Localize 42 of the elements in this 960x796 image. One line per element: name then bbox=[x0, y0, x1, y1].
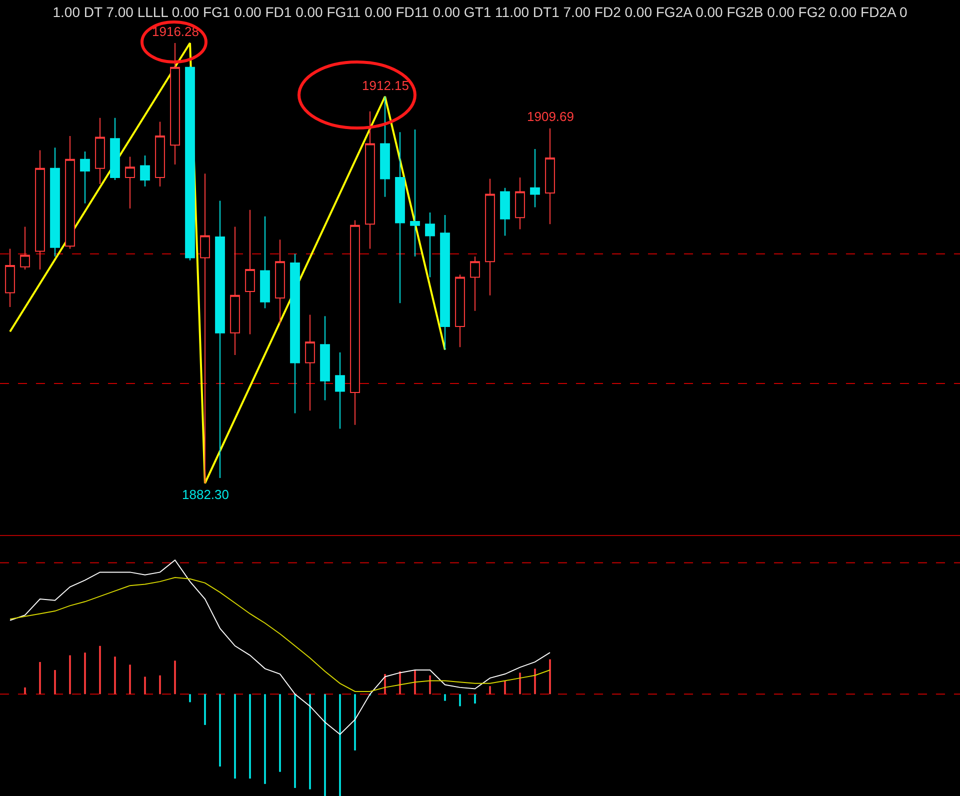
candlestick bbox=[125, 156, 135, 210]
candlestick bbox=[65, 136, 75, 250]
candlestick bbox=[530, 148, 540, 208]
candlestick bbox=[50, 147, 60, 257]
candlestick bbox=[335, 352, 345, 430]
candlestick bbox=[350, 220, 360, 426]
candlestick bbox=[140, 154, 150, 188]
candlestick bbox=[320, 316, 330, 401]
candlestick bbox=[500, 187, 510, 236]
candlestick bbox=[230, 226, 240, 356]
candlestick bbox=[95, 117, 105, 184]
candlestick bbox=[290, 253, 300, 414]
candlestick bbox=[245, 209, 255, 335]
candlestick bbox=[185, 66, 195, 261]
annotation: 1916.28 bbox=[152, 24, 199, 39]
candlestick bbox=[365, 110, 375, 250]
candlestick bbox=[35, 150, 45, 270]
chart-title: 1.00 DT 7.00 LLLL 0.00 FG1 0.00 FD1 0.00 FG11 0.00 FD11 0.00 GT1 11.00 DT1 7.00 FD2 0.00 FG2A 0.00 FG2B 0.00 FG2 0.00 FD2A 0 bbox=[52, 4, 908, 20]
candlestick bbox=[485, 178, 495, 296]
candlestick bbox=[20, 226, 30, 270]
candlestick bbox=[440, 214, 450, 350]
annotation: 1912.15 bbox=[362, 78, 409, 93]
candlestick bbox=[260, 216, 270, 309]
candlestick bbox=[395, 132, 405, 304]
candlestick bbox=[170, 42, 180, 166]
annotation: 1909.69 bbox=[527, 109, 574, 124]
candlestick bbox=[215, 200, 225, 478]
candlestick bbox=[425, 212, 435, 278]
candlestick bbox=[80, 151, 90, 204]
candlestick bbox=[410, 129, 420, 257]
candlestick bbox=[155, 121, 165, 188]
candlestick bbox=[515, 176, 525, 230]
candlestick bbox=[455, 274, 465, 348]
candlestick bbox=[545, 128, 555, 225]
candlestick bbox=[110, 117, 120, 181]
candlestick bbox=[275, 239, 285, 324]
candlestick bbox=[200, 173, 210, 484]
candlestick bbox=[470, 256, 480, 312]
candlestick bbox=[5, 248, 15, 308]
candlestick bbox=[380, 96, 390, 198]
annotation: 1882.30 bbox=[182, 487, 229, 502]
candlestick bbox=[305, 314, 315, 412]
